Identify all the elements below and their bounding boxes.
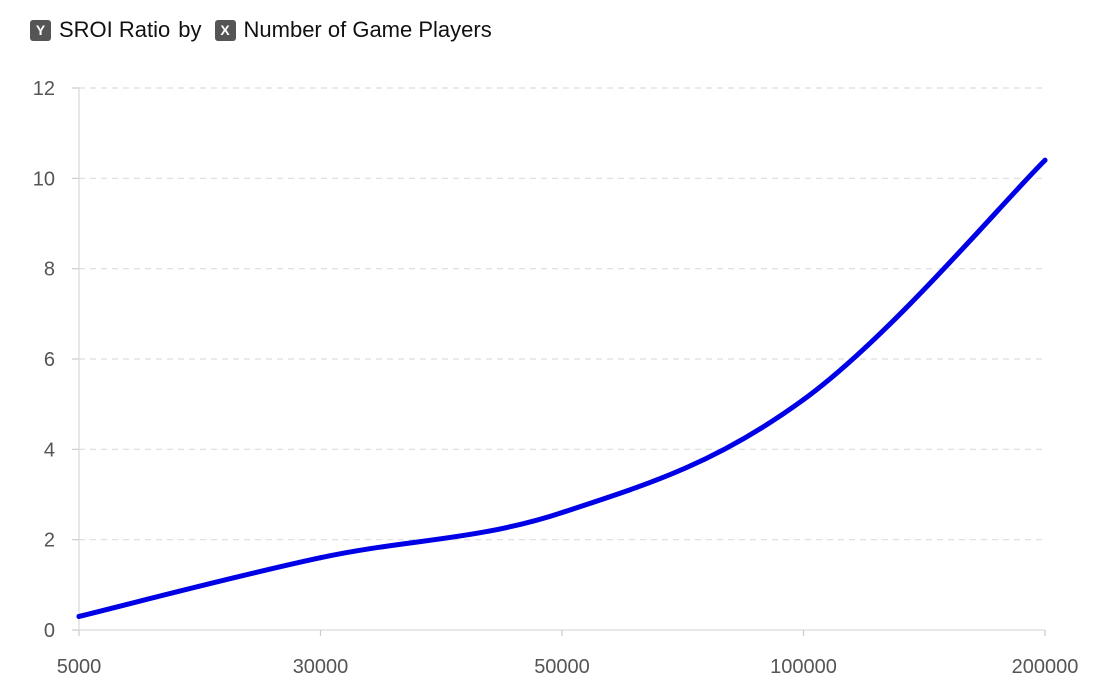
y-tick-labels: 0 2 4 6 8 10 12 <box>33 78 55 642</box>
series-group <box>76 157 1048 619</box>
y-field-label: SROI Ratio <box>59 17 171 42</box>
x-tick-label: 200000 <box>1012 656 1079 678</box>
y-tick-label: 12 <box>33 78 55 100</box>
y-tick-label: 10 <box>33 168 55 190</box>
y-tick-label: 2 <box>44 530 55 552</box>
series-line <box>76 157 1048 619</box>
x-tick-label: 50000 <box>534 656 590 678</box>
y-tick-label: 8 <box>44 259 55 281</box>
x-tick-label: 30000 <box>293 656 349 678</box>
data-point <box>76 613 82 619</box>
data-point <box>1042 157 1048 163</box>
y-axis-badge: Y <box>30 19 51 41</box>
x-field-label: Number of Game Players <box>243 17 492 42</box>
x-tick-labels: 5000 30000 50000 100000 200000 <box>57 656 1079 678</box>
data-point <box>559 510 565 516</box>
y-tick-label: 4 <box>44 439 55 461</box>
x-axis-badge: X <box>214 19 236 41</box>
gridlines <box>72 87 1046 636</box>
y-tick-label: 6 <box>44 349 55 371</box>
y-tick-label: 0 <box>44 620 55 642</box>
data-point <box>318 555 323 561</box>
by-connector: by <box>178 17 202 42</box>
x-tick-label: 5000 <box>57 656 102 678</box>
data-point <box>801 397 806 403</box>
chart-header: Y SROI Ratio by X Number of Game Players <box>30 16 492 44</box>
x-tick-label: 100000 <box>770 656 837 678</box>
